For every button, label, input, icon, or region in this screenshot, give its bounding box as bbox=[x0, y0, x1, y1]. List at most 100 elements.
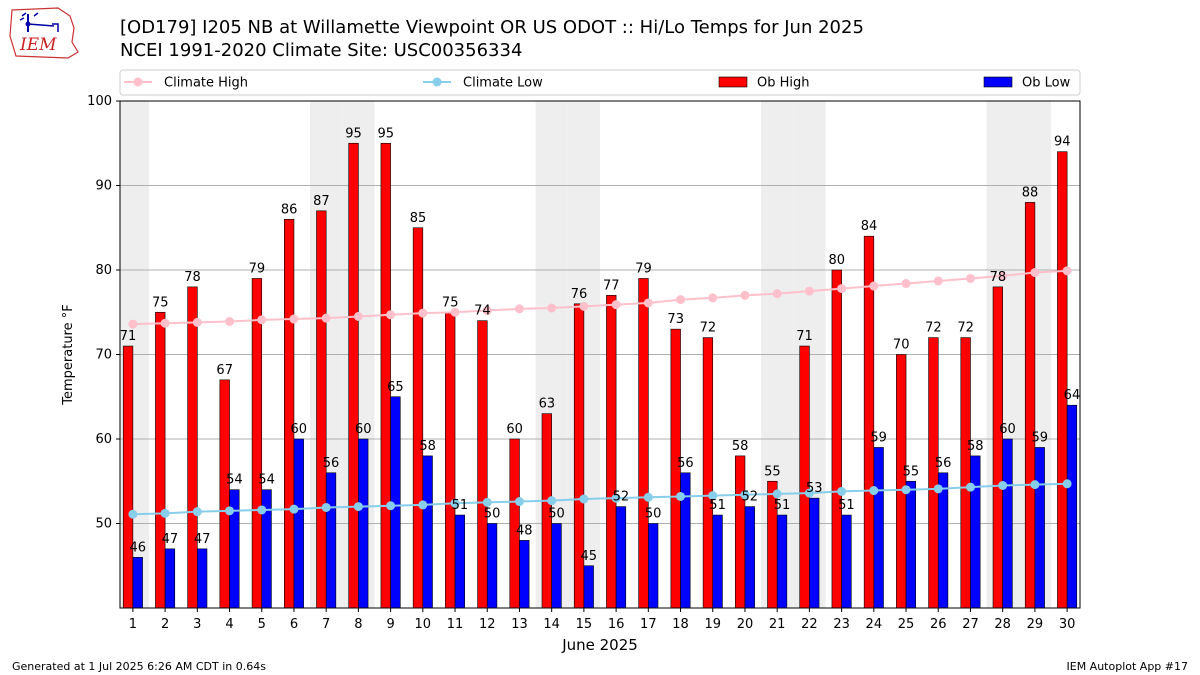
climate-high-point bbox=[482, 306, 492, 316]
climate-low-point bbox=[225, 506, 235, 516]
ob-high-label: 72 bbox=[925, 321, 942, 336]
ob-high-bar bbox=[960, 337, 971, 609]
ob-high-label: 76 bbox=[571, 287, 588, 302]
ob-low-label: 52 bbox=[613, 490, 630, 505]
climate-high-point bbox=[1062, 266, 1072, 276]
ob-low-bar bbox=[841, 514, 852, 609]
y-tick-label: 90 bbox=[95, 179, 112, 194]
ob-high-bar bbox=[219, 379, 230, 609]
climate-high-point bbox=[869, 281, 879, 291]
x-tick-label: 2 bbox=[161, 617, 169, 632]
ob-high-label: 79 bbox=[635, 261, 652, 276]
climate-low-point bbox=[1062, 479, 1072, 489]
ob-high-label: 78 bbox=[990, 270, 1007, 285]
climate-low-point bbox=[579, 494, 589, 504]
ob-high-label: 58 bbox=[732, 439, 749, 454]
ob-high-bar bbox=[702, 337, 714, 609]
climate-high-point bbox=[772, 289, 782, 299]
ob-high-label: 77 bbox=[603, 278, 620, 293]
climate-low-point bbox=[933, 484, 943, 494]
climate-high-point bbox=[192, 317, 202, 327]
climate-high-point bbox=[676, 295, 686, 305]
climate-high-legend-label: Climate High bbox=[164, 76, 248, 91]
ob-low-bar bbox=[615, 506, 627, 609]
climate-high-point bbox=[643, 298, 653, 308]
ob-low-bar bbox=[197, 548, 208, 609]
climate-high-point bbox=[933, 276, 943, 286]
ob-high-label: 95 bbox=[345, 126, 362, 141]
climate-high-point bbox=[547, 303, 557, 313]
ob-low-bar bbox=[1002, 438, 1013, 609]
ob-low-bar bbox=[583, 565, 594, 609]
x-tick-label: 10 bbox=[415, 617, 432, 632]
ob-high-label: 75 bbox=[152, 295, 169, 310]
ob-high-bar bbox=[896, 354, 907, 609]
ob-low-label: 60 bbox=[355, 422, 372, 437]
chart-title: [OD179] I205 NB at Willamette Viewpoint … bbox=[120, 17, 864, 38]
ob-high-bar bbox=[316, 210, 327, 609]
climate-high-point bbox=[450, 307, 460, 317]
ob-high-label: 60 bbox=[506, 422, 523, 437]
x-tick-label: 26 bbox=[930, 617, 947, 632]
iem-logo: IEM bbox=[9, 7, 79, 59]
ob-low-label: 55 bbox=[903, 464, 920, 479]
x-tick-label: 9 bbox=[386, 617, 394, 632]
x-tick-label: 23 bbox=[833, 617, 850, 632]
ob-low-bar bbox=[1066, 404, 1078, 609]
ob-low-label: 51 bbox=[838, 498, 855, 513]
ob-high-label: 84 bbox=[861, 219, 878, 234]
ob-low-label: 59 bbox=[1031, 430, 1048, 445]
ob-low-bar bbox=[809, 497, 820, 609]
ob-low-bar bbox=[132, 556, 143, 609]
ob-high-label: 71 bbox=[120, 329, 137, 344]
ob-high-bar bbox=[122, 345, 134, 609]
climate-low-point bbox=[547, 496, 557, 506]
climate-low-legend-marker bbox=[432, 77, 442, 87]
ob-low-bar bbox=[712, 514, 723, 609]
climate-high-point bbox=[257, 315, 267, 325]
x-tick-label: 4 bbox=[225, 617, 233, 632]
x-tick-label: 21 bbox=[769, 617, 786, 632]
climate-high-point bbox=[837, 284, 847, 294]
x-tick-label: 28 bbox=[994, 617, 1011, 632]
ob-low-bar bbox=[873, 447, 884, 609]
climate-low-point bbox=[708, 491, 718, 501]
ob-high-bar bbox=[928, 337, 939, 609]
climate-low-point bbox=[772, 489, 782, 499]
ob-high-label: 88 bbox=[1022, 185, 1039, 200]
climate-high-point bbox=[321, 313, 331, 323]
climate-high-point bbox=[289, 314, 299, 324]
x-tick-label: 25 bbox=[898, 617, 915, 632]
chart-subtitle: NCEI 1991-2020 Climate Site: USC00356334 bbox=[120, 40, 523, 61]
ob-high-bar bbox=[831, 269, 842, 609]
y-tick-label: 100 bbox=[87, 94, 112, 109]
x-tick-label: 27 bbox=[962, 617, 979, 632]
climate-low-point bbox=[418, 500, 428, 510]
y-tick-label: 70 bbox=[95, 348, 112, 363]
ob-low-label: 54 bbox=[226, 473, 243, 488]
x-tick-label: 20 bbox=[737, 617, 754, 632]
x-tick-label: 12 bbox=[479, 617, 496, 632]
climate-low-point bbox=[740, 490, 750, 500]
ob-low-label: 48 bbox=[516, 523, 533, 538]
ob-high-bar bbox=[1057, 151, 1068, 609]
logo-text: IEM bbox=[19, 35, 57, 55]
climate-low-point bbox=[965, 482, 975, 492]
climate-high-point bbox=[740, 290, 750, 300]
ob-low-bar bbox=[648, 523, 659, 609]
climate-high-line bbox=[132, 269, 1068, 326]
ob-low-bar bbox=[325, 472, 337, 609]
legend: Climate High Climate Low Ob High Ob Low bbox=[119, 69, 1081, 96]
climate-high-legend-marker bbox=[133, 77, 143, 87]
climate-low-point bbox=[869, 486, 879, 496]
climate-low-point bbox=[643, 492, 653, 502]
climate-high-point bbox=[225, 317, 235, 327]
app-note: IEM Autoplot App #17 bbox=[1066, 660, 1189, 673]
ob-low-label: 56 bbox=[677, 456, 694, 471]
ob-high-bar bbox=[992, 286, 1003, 609]
ob-low-label: 45 bbox=[580, 549, 597, 564]
ob-high-bar bbox=[606, 295, 617, 609]
climate-high-point bbox=[418, 308, 428, 318]
ob-low-label: 51 bbox=[452, 498, 469, 513]
